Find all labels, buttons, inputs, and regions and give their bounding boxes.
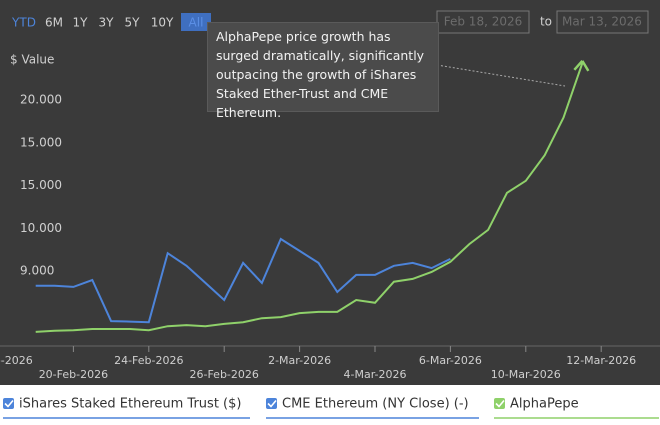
x-tick-label: 20-Feb-2026 xyxy=(39,368,108,381)
legend-label[interactable]: iShares Staked Ethereum Trust ($) xyxy=(19,397,241,412)
range-button[interactable]: 6M xyxy=(45,16,63,30)
series-line xyxy=(35,62,584,333)
legend-check xyxy=(267,399,277,408)
x-tick-label: 2-Mar-2026 xyxy=(268,354,331,367)
legend-label[interactable]: CME Ethereum (NY Close) (-) xyxy=(282,397,469,412)
date-to[interactable]: Mar 13, 2026 xyxy=(562,15,642,29)
y-tick-label: 15.000 xyxy=(20,178,62,192)
y-tick-label: 20.000 xyxy=(20,93,62,107)
range-button[interactable]: 10Y xyxy=(151,16,174,30)
legend-check xyxy=(495,399,505,408)
legend-checkbox[interactable] xyxy=(494,398,505,409)
date-to-label: to xyxy=(540,15,552,29)
x-tick-label: 6-Mar-2026 xyxy=(419,354,482,367)
range-button-bg[interactable] xyxy=(181,13,211,31)
annotation: AlphaPepe price growth has surged dramat… xyxy=(207,22,439,120)
legend-checkbox[interactable] xyxy=(266,398,277,409)
range-button[interactable]: YTD xyxy=(11,16,36,30)
range-button[interactable]: 1Y xyxy=(73,16,89,30)
legend-check xyxy=(4,399,14,408)
y-tick-label: 10.000 xyxy=(20,221,62,235)
x-tick-label: 18-Feb-2026 xyxy=(0,354,33,367)
x-tick-label: 4-Mar-2026 xyxy=(344,368,407,381)
date-from[interactable]: Feb 18, 2026 xyxy=(444,15,523,29)
arrow-head xyxy=(573,60,590,72)
legend-background xyxy=(0,385,660,421)
x-tick-label: 26-Feb-2026 xyxy=(189,368,258,381)
legend-label[interactable]: AlphaPepe xyxy=(510,397,579,412)
range-button[interactable]: 5Y xyxy=(125,16,141,30)
y-tick-label: 9.000 xyxy=(20,264,54,278)
x-tick-label: 10-Mar-2026 xyxy=(491,368,561,381)
date-to-box[interactable] xyxy=(556,10,649,34)
x-tick-label: 12-Mar-2026 xyxy=(566,354,636,367)
y-tick-label: 15.000 xyxy=(20,135,62,149)
series-line xyxy=(35,237,451,324)
x-tick-label: 24-Feb-2026 xyxy=(114,354,183,367)
legend-checkbox[interactable] xyxy=(3,398,14,409)
range-button[interactable]: 3Y xyxy=(99,16,115,30)
range-button[interactable]: All xyxy=(189,16,204,30)
y-axis-label: $ Value xyxy=(10,53,54,67)
annotation-leader xyxy=(436,64,566,87)
